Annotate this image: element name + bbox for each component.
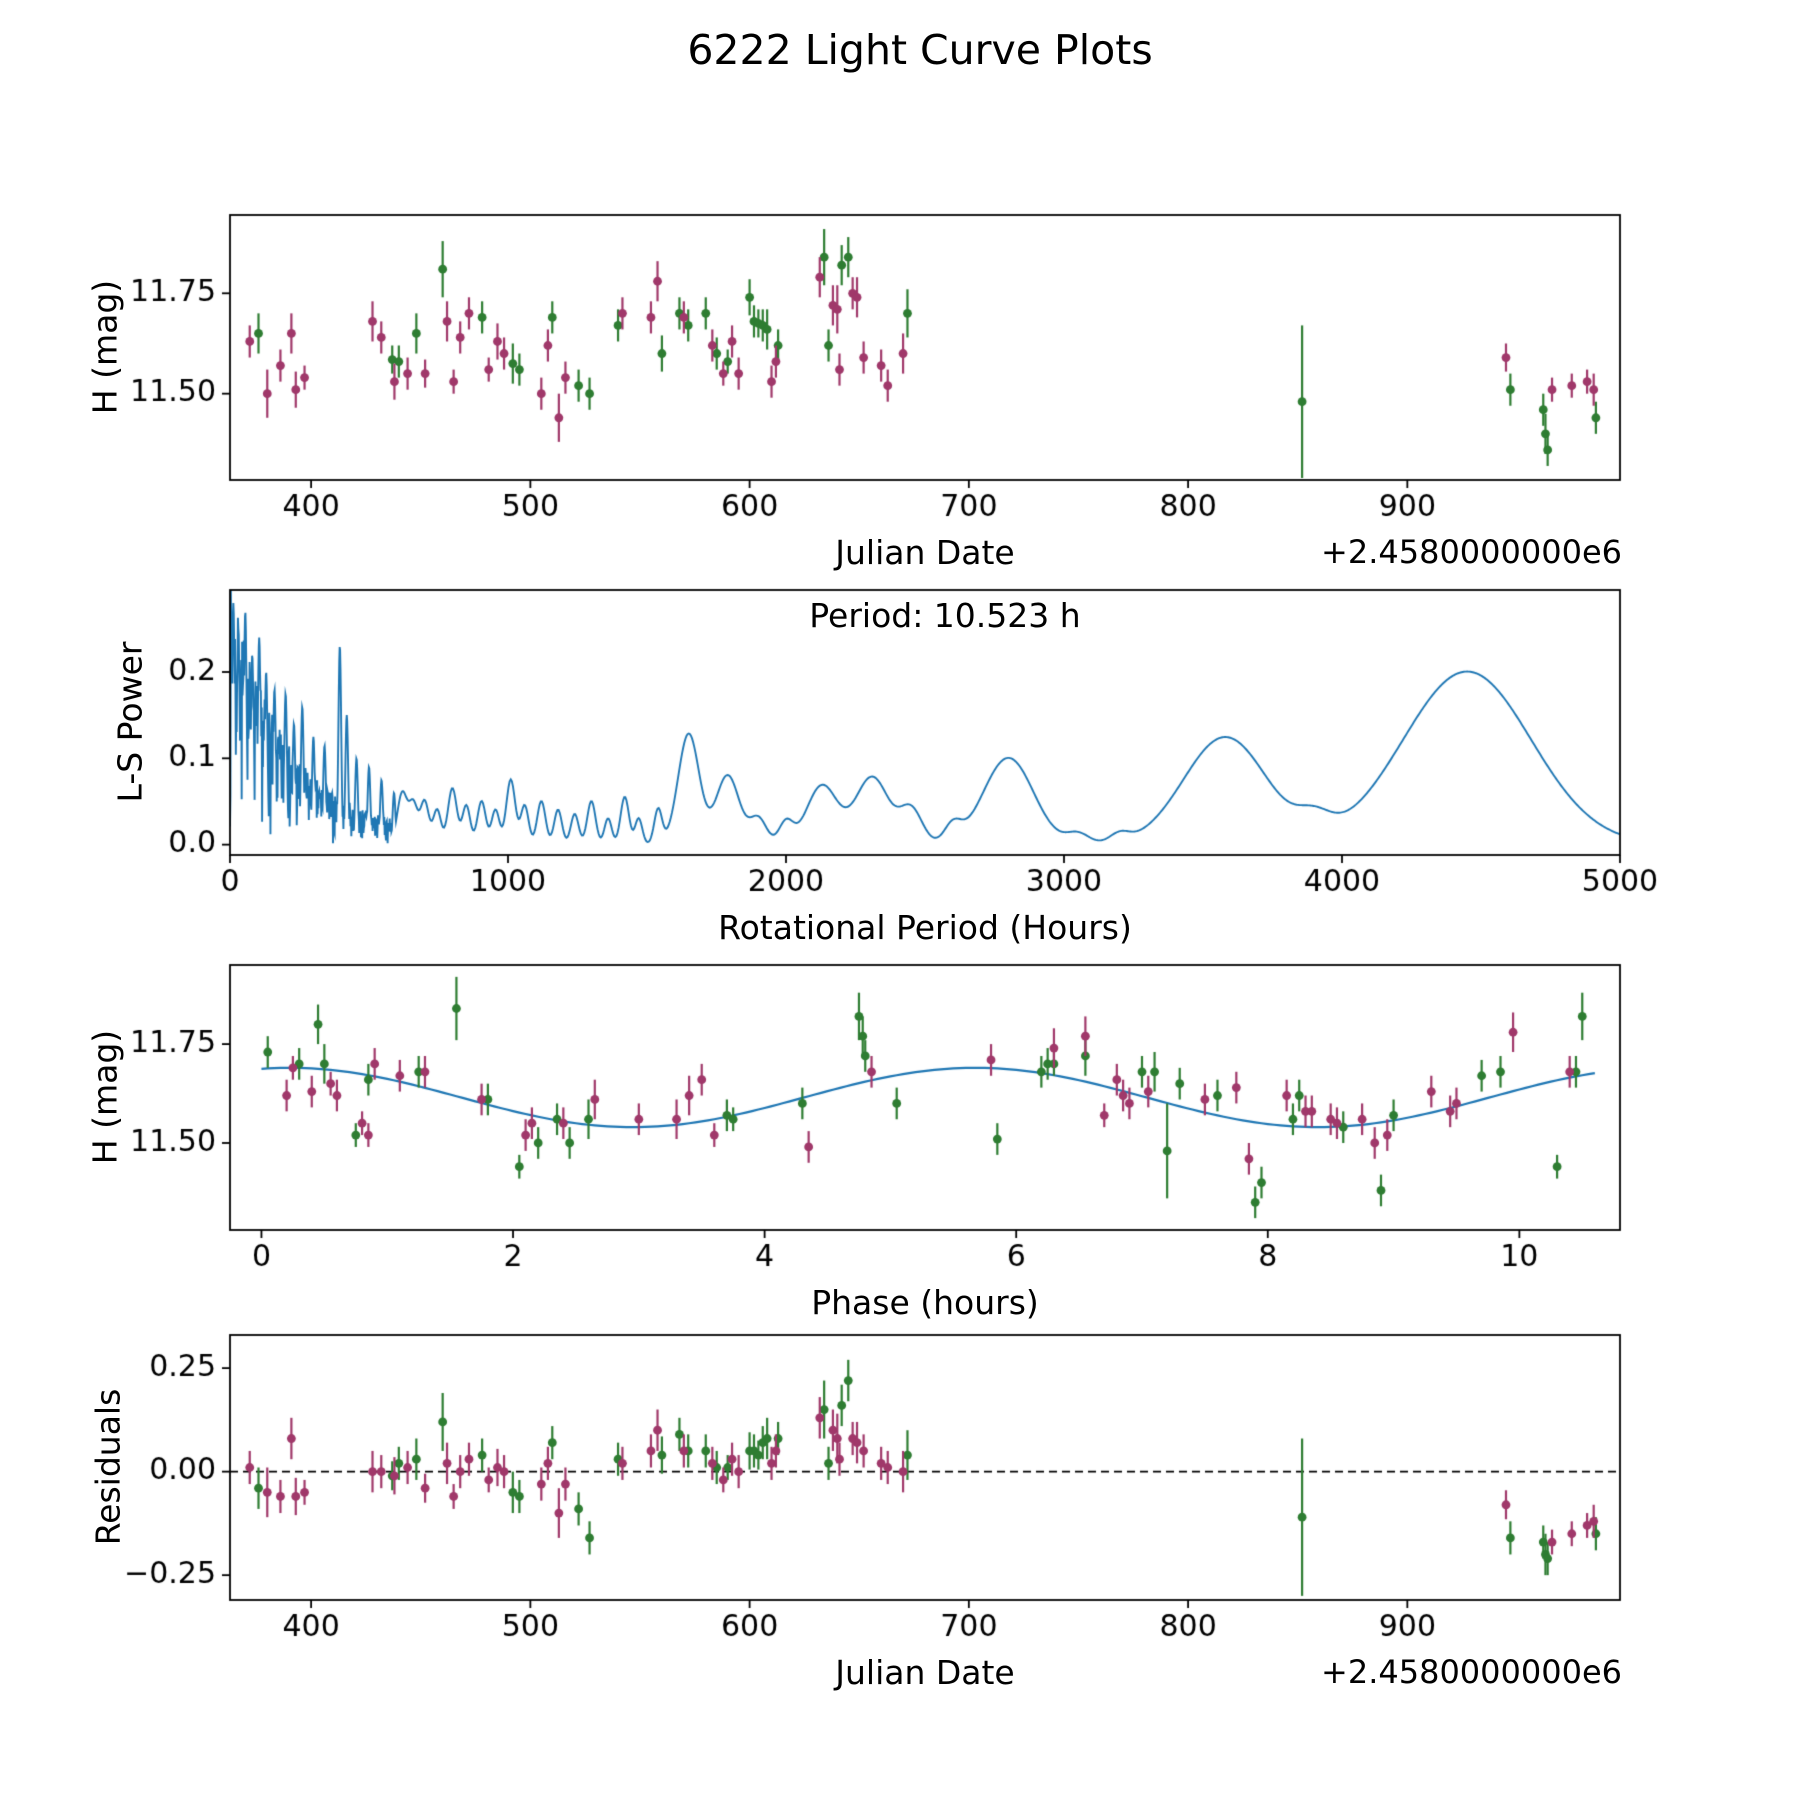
plot4-x-axis-label: Julian Date — [835, 1653, 1015, 1692]
plot3-x-axis-label: Phase (hours) — [811, 1283, 1039, 1322]
plot3-y-axis-label: H (mag) — [85, 1029, 125, 1165]
plot1-x-axis-label: Julian Date — [835, 533, 1015, 572]
plot2-x-axis-label: Rotational Period (Hours) — [718, 908, 1132, 947]
plot4-y-axis-label: Residuals — [88, 1388, 128, 1546]
period-annotation: Period: 10.523 h — [809, 596, 1081, 635]
plot1-y-axis-label: H (mag) — [85, 279, 125, 415]
plot2-y-axis-label: L-S Power — [110, 641, 150, 803]
plot4-x-offset-label: +2.4580000000e6 — [1321, 1653, 1622, 1691]
figure-title: 6222 Light Curve Plots — [687, 26, 1153, 74]
plot1-x-offset-label: +2.4580000000e6 — [1321, 533, 1622, 571]
